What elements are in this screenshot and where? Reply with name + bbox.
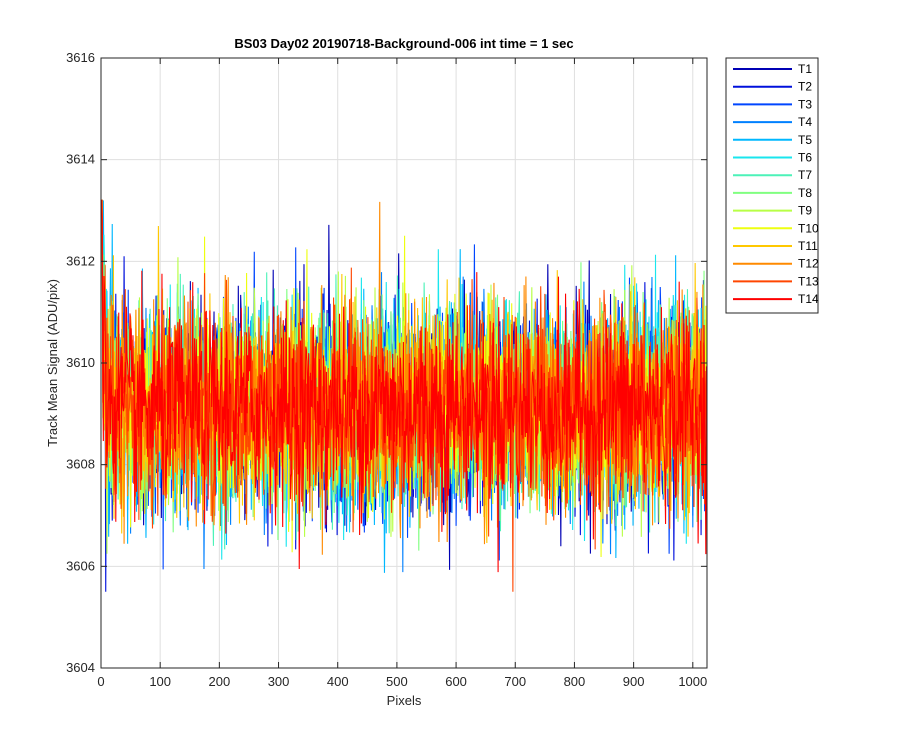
legend-label-T6: T6 [798,151,812,165]
y-tick-labels: 3604 3606 3608 3610 3612 3614 3616 [66,50,95,675]
x-tick-label: 600 [445,674,467,689]
legend-label-T13: T13 [798,274,819,288]
legend-label-T5: T5 [798,133,812,147]
legend-label-T9: T9 [798,204,812,218]
legend-box [725,57,819,314]
legend-label-T8: T8 [798,186,812,200]
chart-title: BS03 Day02 20190718-Background-006 int t… [234,36,573,51]
y-tick-label: 3606 [66,558,95,573]
y-tick-label: 3608 [66,457,95,472]
x-axis-label: Pixels [387,693,422,708]
legend-label-T1: T1 [798,62,812,76]
legend-label-T11: T11 [798,239,818,253]
x-tick-label: 300 [268,674,290,689]
plot-area [101,199,707,592]
legend-label-T12: T12 [798,257,819,271]
legend-items: T1 T2 T3 T4 T5 T6 T7 T8 T9 T10 T11 T12 T13 T14 [733,62,819,306]
y-tick-label: 3616 [66,50,95,65]
x-tick-labels: 0 100 200 300 400 500 600 700 800 900 1000 [97,674,707,689]
series-lines [101,199,707,592]
x-tick-label: 1000 [678,674,707,689]
legend: T1 T2 T3 T4 T5 T6 T7 T8 T9 T10 T11 T12 T13 T14 [725,57,819,314]
y-tick-label: 3612 [66,253,95,268]
x-tick-label: 500 [386,674,408,689]
x-tick-label: 100 [149,674,171,689]
y-axis-label: Track Mean Signal (ADU/pix) [45,279,60,447]
x-tick-label: 400 [327,674,349,689]
series-line-T14 [101,199,707,573]
x-tick-label: 200 [209,674,231,689]
axis-ticks [100,57,707,669]
legend-label-T14: T14 [798,292,819,306]
legend-label-T4: T4 [798,115,812,129]
y-tick-label: 3604 [66,660,95,675]
legend-label-T7: T7 [798,168,812,182]
x-tick-label: 0 [97,674,104,689]
legend-label-T3: T3 [798,97,812,111]
y-tick-label: 3610 [66,355,95,370]
x-tick-label: 700 [504,674,526,689]
x-tick-label: 900 [623,674,645,689]
x-tick-label: 800 [564,674,586,689]
y-tick-label: 3614 [66,152,95,167]
legend-label-T10: T10 [798,221,819,235]
legend-label-T2: T2 [798,80,812,94]
